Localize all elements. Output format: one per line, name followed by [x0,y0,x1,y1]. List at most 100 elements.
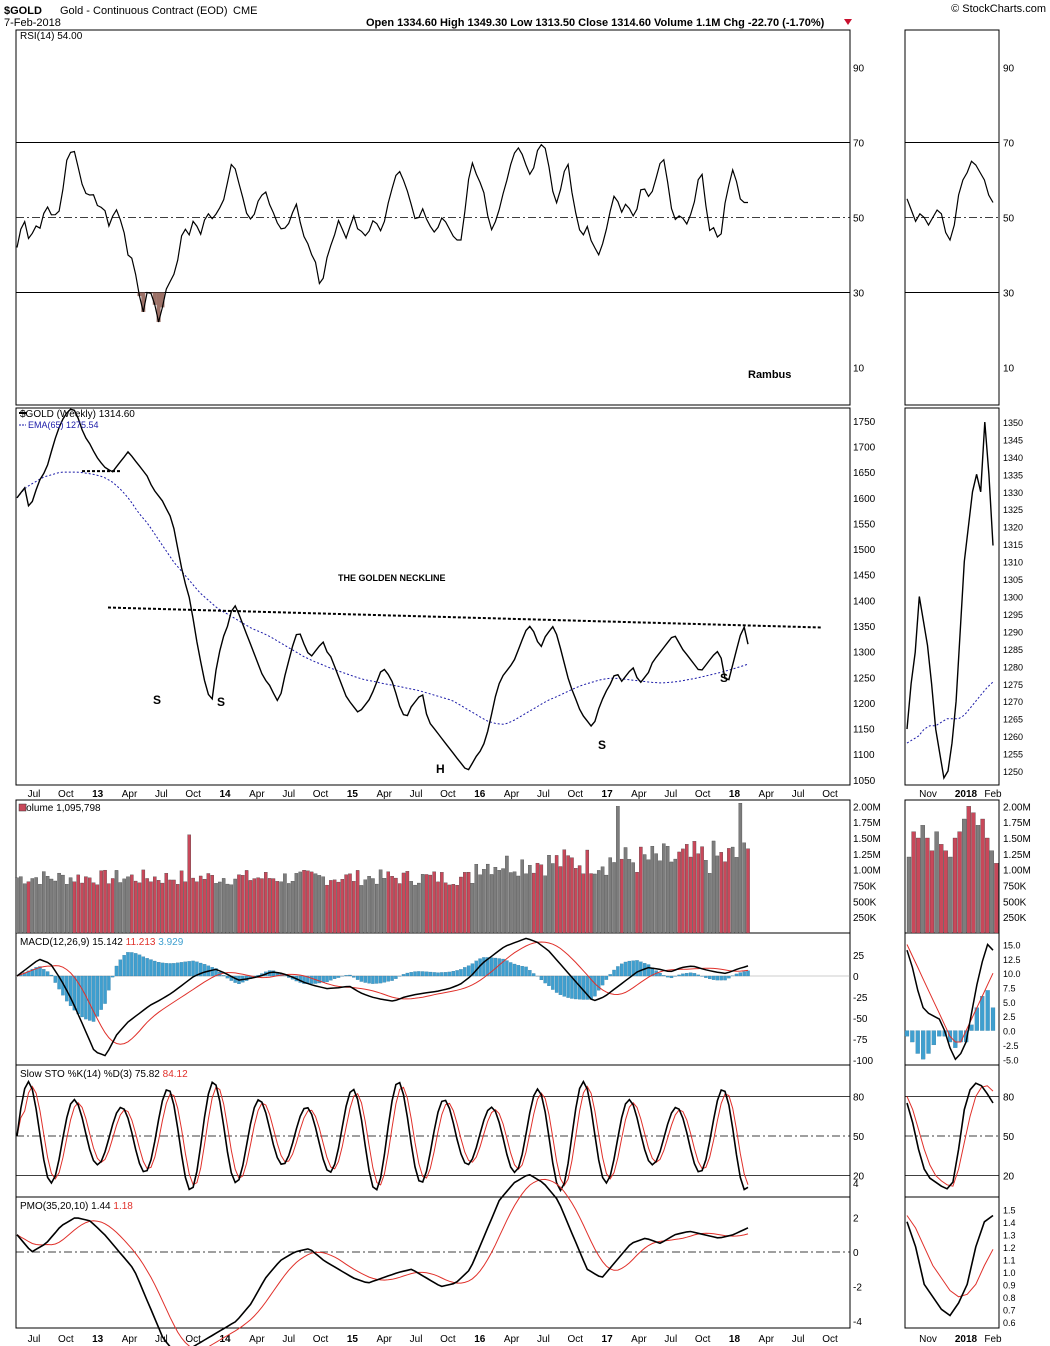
volume-bar [554,855,559,934]
rsi-tick-label: 50 [853,214,865,225]
macd-histogram-bar [570,975,574,999]
macd-histogram-bar [597,975,601,991]
volume-daily-bar [994,863,999,934]
x-tick-label-bottom: Oct [567,1334,583,1345]
macd-daily-histogram-bar [921,1030,926,1060]
macd-legend: MACD(12,26,9) 15.142 11.213 3.929 [20,937,184,948]
macd-daily-histogram-bar [969,1024,974,1031]
x-tick-label-daily-bottom: Nov [919,1334,937,1345]
macd-histogram-bar [489,957,494,977]
volume-bar [306,870,310,934]
volume-bar [348,873,352,934]
price-tick-label: 1100 [853,750,875,761]
volume-bar [470,883,475,934]
macd-daily-line [906,943,994,1061]
volume-daily-bar [925,837,930,934]
macd-histogram-bar [183,961,188,977]
price-daily-tick-label: 1285 [1003,645,1023,655]
macd-histogram-bar [742,971,746,977]
macd-histogram-bar [470,963,475,977]
price-tick-label: 1150 [853,725,875,736]
volume-bar [309,871,314,934]
pmo-line [16,1173,749,1346]
macd-daily-histogram-bar [910,1030,915,1043]
macd-histogram-bar [394,975,398,979]
price-daily-tick-label: 1280 [1003,662,1023,672]
x-tick-label-bottom: 14 [219,1334,231,1345]
price-tick-label: 1400 [853,596,876,607]
volume-bar [432,871,436,934]
macd-histogram-bar [528,970,532,977]
volume-bar [478,874,482,934]
pmo-tick-label: 4 [853,1179,859,1190]
volume-bar [175,884,180,934]
macd-histogram-bar [352,975,356,978]
price-daily-tick-label: 1295 [1003,610,1023,620]
volume-bar [405,871,410,934]
macd-histogram-bar [704,975,708,978]
macd-histogram-bar [558,975,563,995]
volume-bar [382,878,387,934]
macd-histogram-bar [639,961,643,977]
volume-bar [110,878,115,934]
x-tick-label: Oct [695,789,711,800]
volume-bar [665,846,670,934]
x-tick-label-bottom: Apr [504,1334,520,1345]
macd-daily-histogram-bar [926,1030,931,1054]
macd-histogram-bar [566,975,570,998]
macd-histogram-bar [512,963,517,977]
macd-histogram-bar [692,973,697,977]
volume-bar [704,860,708,934]
volume-bar [566,855,570,934]
macd-histogram-bar [114,965,119,977]
volume-bar [428,874,433,934]
macd-histogram-bar [202,964,207,977]
macd-histogram-bar [329,975,333,981]
volume-bar [325,884,329,934]
macd-histogram-bar [103,975,107,1004]
macd-daily-tick-label: 10.0 [1003,969,1021,979]
x-tick-label-bottom: Apr [122,1334,138,1345]
volume-bar [321,876,325,934]
macd-histogram-bar [187,961,191,977]
macd-histogram-bar [711,975,716,980]
pmo-tick-label: -2 [853,1283,862,1294]
macd-histogram-bar [68,975,73,1006]
pmo-signal-line [16,1178,749,1346]
macd-histogram-bar [447,971,452,977]
macd-histogram-bar [164,963,168,977]
volume-bar [375,883,379,934]
volume-bar [520,859,524,934]
x-tick-label-bottom: Oct [695,1334,711,1345]
macd-tick-label: -25 [853,993,868,1004]
pattern-label-3: S [598,738,606,752]
volume-bar [206,873,211,934]
x-tick-label: Jul [410,789,423,800]
pmo-daily-tick-label: 1.2 [1003,1243,1016,1253]
price-tick-label: 1500 [853,545,876,556]
price-tick-label: 1050 [853,776,876,787]
macd-histogram-bar [225,975,230,979]
volume-daily-bar [980,818,985,934]
volume-bar [497,870,501,934]
rsi-tick-label: 70 [853,139,865,150]
x-tick-label: 13 [92,789,104,800]
volume-bar [30,878,35,934]
x-tick-label-bottom: Jul [664,1334,677,1345]
volume-bar [160,882,165,934]
price-tick-label: 1200 [853,699,876,710]
volume-daily-bar [962,818,967,934]
x-tick-label: Jul [28,789,41,800]
volume-bar [233,878,237,934]
macd-histogram-bar [554,975,559,993]
volume-bar [443,882,448,934]
macd-histogram-bar [627,960,632,977]
x-tick-label: Jul [792,789,805,800]
volume-bar [57,872,61,934]
volume-bar [489,874,494,934]
macd-histogram-bar [616,966,620,977]
macd-histogram-bar [593,975,597,997]
volume-bar [730,846,735,934]
volume-bar [283,873,287,934]
macd-daily-tick-label: -2.5 [1003,1041,1019,1051]
